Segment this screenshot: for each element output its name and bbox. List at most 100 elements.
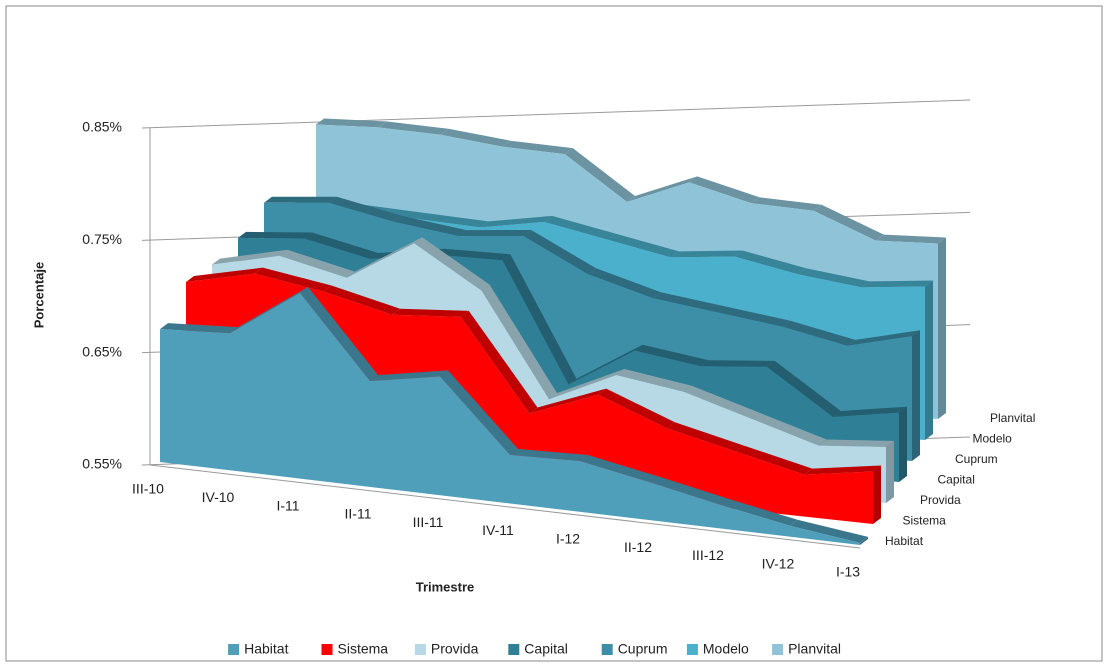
legend-swatch bbox=[414, 644, 426, 655]
area-top-face bbox=[328, 196, 402, 222]
area-top-face bbox=[279, 249, 355, 278]
area-side-face bbox=[899, 406, 907, 482]
legend-label: Provida bbox=[431, 641, 479, 657]
area-top-face bbox=[502, 140, 573, 155]
area-top-face bbox=[861, 280, 933, 288]
depth-label: Provida bbox=[920, 493, 961, 507]
area-top-face bbox=[346, 237, 423, 278]
y-axis-title: Porcentaje bbox=[31, 262, 46, 328]
series-area bbox=[160, 286, 868, 545]
area-top-face bbox=[875, 234, 946, 244]
area-top-face bbox=[627, 176, 698, 202]
area-top-face bbox=[323, 285, 401, 315]
area bbox=[160, 292, 860, 545]
x-tick-label: I-11 bbox=[276, 497, 299, 513]
area-top-face bbox=[652, 292, 726, 313]
area-top-face bbox=[720, 498, 798, 526]
area-top-face bbox=[751, 412, 827, 446]
area-top-face bbox=[480, 215, 552, 228]
area-top-face bbox=[564, 148, 635, 202]
depth-label: Capital bbox=[938, 473, 975, 487]
area-top-face bbox=[549, 369, 625, 400]
area-side-face bbox=[912, 330, 920, 461]
area-top-face bbox=[393, 215, 467, 237]
area-top-face bbox=[502, 254, 577, 385]
area-top-face bbox=[230, 286, 308, 334]
area-top-face bbox=[481, 284, 557, 400]
legend-swatch bbox=[508, 644, 520, 655]
area-top-face bbox=[529, 388, 607, 414]
area-top-face bbox=[304, 232, 379, 259]
area-top-face bbox=[804, 465, 881, 475]
area-top-face bbox=[458, 230, 532, 237]
x-tick-label: IV-12 bbox=[762, 555, 795, 571]
legend-swatch bbox=[228, 644, 240, 655]
area-top-face bbox=[460, 310, 538, 414]
y-tick-label: 0.75% bbox=[82, 231, 122, 247]
depth-label: Planvital bbox=[990, 411, 1035, 425]
depth-label: Sistema bbox=[903, 514, 947, 528]
x-axis-title: Trimestre bbox=[416, 579, 475, 594]
depth-label: Cuprum bbox=[955, 452, 998, 466]
x-tick-label: III-12 bbox=[692, 547, 724, 563]
area-top-face bbox=[186, 267, 263, 282]
area-top-face bbox=[392, 308, 469, 317]
area-side-face bbox=[938, 237, 946, 419]
area-top-face bbox=[588, 268, 661, 299]
legend-swatch bbox=[772, 644, 784, 655]
legend-label: Planvital bbox=[788, 641, 841, 657]
depth-label: Modelo bbox=[973, 432, 1013, 446]
area-top-face bbox=[378, 121, 449, 135]
area-top-face bbox=[766, 360, 841, 417]
area-top-face bbox=[683, 385, 760, 419]
x-tick-label: I-12 bbox=[556, 531, 580, 547]
area-top-face bbox=[440, 370, 518, 455]
area-top-face bbox=[717, 306, 791, 327]
area-top-face bbox=[316, 118, 387, 128]
x-tick-label: IV-10 bbox=[202, 489, 235, 505]
area-top-face bbox=[689, 176, 760, 204]
legend-swatch bbox=[686, 644, 698, 655]
legend-label: Capital bbox=[524, 641, 568, 657]
x-tick-label: II-12 bbox=[624, 539, 652, 555]
area-top-face bbox=[847, 330, 920, 346]
y-tick-label: 0.65% bbox=[82, 343, 122, 359]
area-top-face bbox=[370, 370, 448, 382]
x-tick-label: III-10 bbox=[132, 481, 164, 497]
area-top-face bbox=[417, 212, 489, 228]
legend-swatch bbox=[321, 644, 333, 655]
area-top-face bbox=[832, 406, 907, 417]
area-top-face bbox=[700, 360, 775, 367]
area-top-face bbox=[735, 445, 813, 475]
area-top-face bbox=[510, 448, 588, 462]
legend-label: Cuprum bbox=[618, 641, 668, 657]
area-top-face bbox=[671, 250, 743, 258]
area-top-face bbox=[782, 320, 856, 346]
area-top-face bbox=[440, 128, 511, 147]
area-top-face bbox=[813, 204, 884, 241]
area-side-face bbox=[886, 440, 894, 503]
x-tick-label: II-11 bbox=[345, 506, 372, 522]
area-top-face bbox=[238, 231, 313, 239]
y-tick-label: 0.55% bbox=[82, 456, 122, 472]
x-tick-label: IV-11 bbox=[482, 522, 514, 538]
floor-line bbox=[149, 464, 861, 549]
depth-label: Habitat bbox=[885, 534, 924, 548]
legend-label: Sistema bbox=[338, 641, 389, 657]
area-top-face bbox=[790, 519, 868, 543]
area-top-face bbox=[607, 233, 679, 258]
area-top-face bbox=[798, 268, 870, 288]
area-top-face bbox=[436, 248, 511, 261]
legend-swatch bbox=[601, 644, 613, 655]
area-top-face bbox=[160, 323, 238, 334]
grid-line bbox=[141, 99, 971, 129]
area-top-face bbox=[212, 249, 288, 265]
legend-label: Modelo bbox=[703, 641, 749, 657]
area-top-face bbox=[666, 422, 744, 452]
area-side-face bbox=[873, 465, 881, 524]
x-tick-label: III-11 bbox=[413, 514, 444, 530]
area-top-face bbox=[734, 250, 806, 275]
area-top-face bbox=[650, 476, 728, 505]
